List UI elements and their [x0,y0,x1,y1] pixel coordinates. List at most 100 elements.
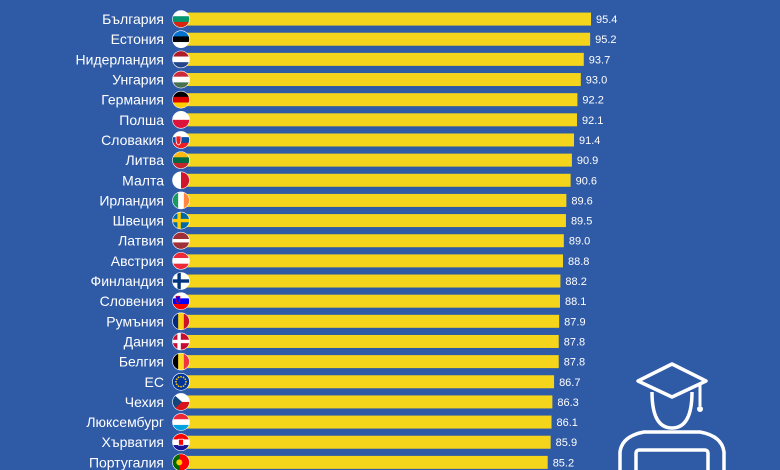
flag-sweden-icon [172,212,190,230]
flag-hungary-icon [172,71,190,89]
bar-row: Естония 95.2 [111,30,617,49]
value-label: 89.0 [569,236,590,248]
category-label: Дания [124,333,164,349]
category-label: Португалия [89,454,164,470]
bar [186,314,560,328]
bar-row: Нидерландия 93.7 [76,50,610,69]
category-label: България [102,11,164,27]
bar [186,294,561,308]
category-label: Словакия [101,132,164,148]
category-label: Унгария [112,72,164,88]
category-label: Словения [100,293,164,309]
value-label: 88.8 [568,256,589,268]
category-label: ЕС [145,374,164,390]
bar [186,52,584,66]
bar [186,334,559,348]
category-label: Австрия [111,253,164,269]
bar-row: Германия 92.2 [101,90,604,109]
bar-row: Австрия 88.8 [111,252,589,270]
flag-slovakia-icon [172,131,190,149]
graduate-with-laptop-icon [618,362,726,470]
category-label: Малта [122,172,164,188]
bar-row: Унгария 93.0 [112,70,607,89]
bar-row: Полша 92.1 [119,111,603,129]
bar [186,254,563,268]
category-label: Швеция [113,213,164,229]
category-label: Естония [111,31,164,47]
flag-bulgaria-icon [172,10,190,28]
category-label: Румъния [106,313,164,329]
value-label: 86.3 [557,397,578,409]
flag-outline [172,372,190,391]
bar-row: Португалия 85.2 [89,453,574,470]
bar-row: Финландия 88.2 [91,272,587,290]
category-label: Чехия [125,394,164,410]
flag-austria-icon [172,252,190,270]
bar [186,32,591,46]
value-label: 87.8 [564,336,585,348]
value-label: 86.7 [559,377,580,389]
flag-romania-icon [172,312,190,330]
flag-outline [172,352,190,371]
flag-outline [172,90,190,109]
flag-outline [172,151,190,169]
flag-estonia-icon [172,30,190,48]
value-label: 89.5 [571,216,592,228]
flag-outline [172,433,190,452]
flag-outline [172,231,190,250]
value-label: 85.2 [553,457,574,469]
bars-group: България 95.4 Естония 95.2 Нидерландия 93.7 Ун… [76,10,617,470]
bar [186,375,555,389]
category-label: Германия [101,92,164,108]
value-label: 91.4 [579,135,600,147]
bar [186,173,571,187]
bar [186,93,578,107]
value-label: 92.1 [582,115,603,127]
bar-row: Малта 90.6 [122,171,597,190]
flag-outline [172,312,190,331]
category-label: Финландия [91,273,164,289]
flag-outline [172,252,190,270]
category-label: Латвия [118,233,164,249]
flag-belgium-icon [172,353,190,371]
value-label: 95.2 [595,34,616,46]
bar-row: Словакия 91.4 [101,131,600,149]
flag-outline [172,332,190,351]
bar-row: Словения 88.1 [100,292,586,310]
category-label: Хърватия [102,434,164,450]
flag-malta-icon [172,171,190,189]
flag-lithuania-icon [172,151,190,169]
flag-outline [172,50,190,69]
category-label: Белгия [119,354,164,370]
bar [186,153,572,167]
value-label: 90.6 [576,175,597,187]
bar [186,113,577,127]
flag-outline [172,70,190,89]
bar [186,455,548,469]
category-label: Люксембург [86,414,164,430]
flag-outline [172,272,190,290]
bar-row: Латвия 89.0 [118,231,590,250]
flag-outline [172,453,190,470]
flag-finland-icon [172,272,190,290]
value-label: 93.7 [589,54,610,66]
flag-ireland-icon [172,191,190,209]
value-label: 85.9 [556,437,577,449]
flag-outline [172,171,190,190]
value-label: 95.4 [596,14,617,26]
flag-germany-icon [172,91,190,109]
flag-netherlands-icon [172,50,190,68]
flag-croatia-icon [172,433,190,451]
value-label: 88.2 [565,276,586,288]
bar [186,435,551,449]
flag-outline [172,413,190,431]
bar-row: Швеция 89.5 [113,211,592,230]
value-label: 92.2 [582,95,603,107]
flag-outline [172,292,190,310]
flag-luxembourg-icon [172,413,190,431]
category-label: Нидерландия [76,51,164,67]
bar [186,234,564,248]
value-label: 87.9 [564,316,585,328]
